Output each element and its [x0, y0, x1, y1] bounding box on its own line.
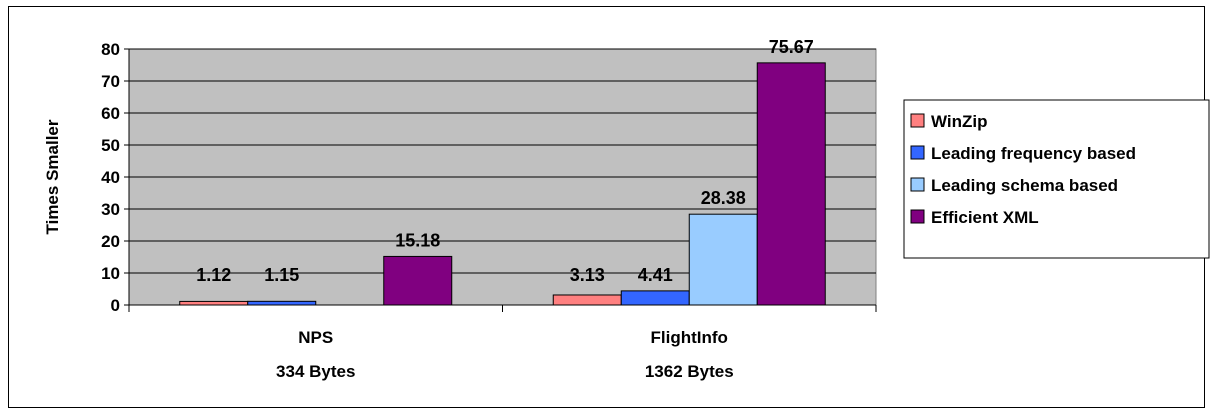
legend-swatch — [910, 145, 925, 160]
legend-label: Leading schema based — [931, 176, 1118, 195]
legend-swatch — [910, 113, 925, 128]
data-label: 1.15 — [264, 265, 299, 285]
data-label: 1.12 — [196, 265, 231, 285]
x-category-label: FlightInfo — [651, 328, 728, 347]
y-tick-label: 40 — [101, 168, 120, 187]
y-tick-labels: 0 10 20 30 40 50 60 70 80 — [101, 40, 120, 315]
bar-leading-frequency-based — [247, 300, 317, 306]
legend-swatch — [910, 177, 925, 192]
y-tick-label: 30 — [101, 200, 120, 219]
data-label: 3.13 — [570, 265, 605, 285]
legend-label: Efficient XML — [931, 208, 1039, 227]
legend-label: WinZip — [931, 112, 988, 131]
y-axis-label: Times Smaller — [43, 119, 62, 234]
y-tick-label: 50 — [101, 136, 120, 155]
y-tick-label: 20 — [101, 232, 120, 251]
data-label: 4.41 — [638, 265, 673, 285]
legend-label: Leading frequency based — [931, 144, 1136, 163]
x-category-sublabel: 334 Bytes — [276, 362, 355, 381]
bar-efficient-xml — [756, 62, 826, 306]
bar-efficient-xml — [383, 255, 453, 306]
y-tick-label: 60 — [101, 104, 120, 123]
y-tick-label: 80 — [101, 40, 120, 59]
bar-leading-frequency-based — [620, 290, 690, 306]
bar-leading-schema-based — [688, 213, 758, 306]
x-category-sublabel: 1362 Bytes — [645, 362, 734, 381]
data-labels: 1.12 1.15 15.18 3.13 4.41 28.38 75.67 — [196, 37, 814, 285]
y-tick-label: 70 — [101, 72, 120, 91]
bars — [179, 62, 826, 306]
y-tick-label: 0 — [111, 296, 120, 315]
data-label: 75.67 — [769, 37, 814, 57]
data-label: 28.38 — [701, 188, 746, 208]
bar-winzip — [179, 300, 249, 306]
legend-swatch — [910, 209, 925, 224]
data-label: 15.18 — [395, 230, 440, 250]
legend-box — [903, 99, 1210, 259]
x-category-labels: NPS 334 Bytes FlightInfo 1362 Bytes — [276, 328, 734, 381]
bar-winzip — [552, 294, 622, 306]
x-category-label: NPS — [298, 328, 333, 347]
axes — [128, 49, 877, 312]
y-tick-label: 10 — [101, 264, 120, 283]
legend: WinZip Leading frequency based Leading sch… — [903, 99, 1210, 259]
